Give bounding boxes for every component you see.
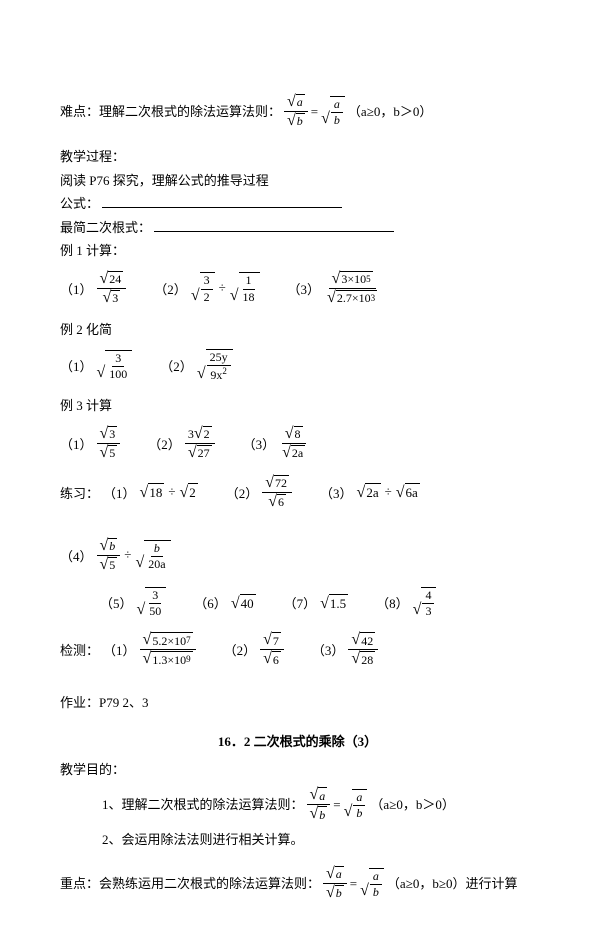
- aim-pt2: 2、会运用除法法则进行相关计算。: [60, 830, 535, 850]
- section-heading: 16．2 二次根式的乘除（3）: [60, 731, 535, 750]
- ex2-label: 例 2 化简: [60, 320, 535, 340]
- practice-p6: （6） √40: [194, 593, 255, 612]
- ex1-label: 例 1 计算：: [60, 241, 535, 261]
- practice-row1: 练习： （1） √18 ÷ √2 （2） √72 √6 （3） √2a ÷ √6…: [60, 475, 535, 573]
- process-title: 教学过程：: [60, 147, 535, 167]
- ex1-p2: （2） √ 32 ÷ √ 118: [154, 272, 259, 303]
- ex3-p3: （3） √8 √2a: [243, 426, 309, 461]
- simple-blank: [154, 218, 394, 232]
- difficulty-line: 难点：理解二次根式的除法运算法则： √a √b = √ a b （a≥0，b＞0…: [60, 94, 432, 129]
- ex2-p1: （1） √ 3100: [60, 350, 132, 381]
- ex1-p1: （1） √24 √3: [60, 271, 126, 306]
- page-content: 难点：理解二次根式的除法运算法则： √a √b = √ a b （a≥0，b＞0…: [0, 0, 595, 945]
- simple-line: 最简二次根式：: [60, 218, 535, 238]
- formula-blank: [102, 194, 342, 208]
- difficulty-label: 难点：理解二次根式的除法运算法则：: [60, 102, 281, 122]
- ex3-p2: （2） 3√2 √27: [148, 426, 214, 461]
- practice-p2: （2） √72 √6: [226, 475, 292, 510]
- focus-line: 重点：会熟练运用二次根式的除法运算法则： √a √b = √ ab （a≥0，b…: [60, 866, 517, 901]
- formula-label: 公式：: [60, 196, 99, 211]
- simple-label: 最简二次根式：: [60, 220, 151, 235]
- ex1-row: （1） √24 √3 （2） √ 32 ÷ √ 118 （3） √3×105 √…: [60, 271, 535, 306]
- rule-rhs: √ a b: [321, 96, 345, 127]
- process-read: 阅读 P76 探究，理解公式的推导过程: [60, 171, 535, 191]
- ex3-label: 例 3 计算: [60, 396, 535, 416]
- practice-row2: （5） √ 350 （6） √40 （7） √1.5 （8） √ 43: [60, 587, 535, 618]
- check-p2: （2） √7 √6: [224, 632, 284, 667]
- hw-line: 作业：P79 2、3: [60, 693, 535, 713]
- practice-p4: （4） √b √5 ÷ √ b20a: [60, 538, 171, 573]
- ex3-row: （1） √3 √5 （2） 3√2 √27 （3） √8 √2a: [60, 426, 535, 461]
- ex2-row: （1） √ 3100 （2） √ 25y9x2: [60, 349, 535, 382]
- check-p1: 检测： （1） √5.2×107 √1.3×109: [60, 632, 196, 667]
- aim-label: 教学目的：: [60, 760, 535, 780]
- practice-label: 练习： （1） √18 ÷ √2: [60, 483, 198, 502]
- check-row: 检测： （1） √5.2×107 √1.3×109 （2） √7 √6 （3） …: [60, 632, 535, 667]
- aim-pt1: 1、理解二次根式的除法运算法则： √a √b = √ ab （a≥0，b＞0）: [60, 787, 455, 822]
- check-p3: （3） √42 √28: [312, 632, 378, 667]
- practice-p7: （7） √1.5: [284, 593, 349, 612]
- ex2-p2: （2） √ 25y9x2: [160, 349, 232, 382]
- eq-sign: =: [311, 102, 318, 122]
- formula-line: 公式：: [60, 194, 535, 214]
- practice-p5: （5） √ 350: [100, 587, 166, 618]
- practice-p3: （3） √2a ÷ √6a: [320, 483, 420, 502]
- ex1-p3: （3） √3×105 √2.7×103: [288, 271, 381, 306]
- rule-cond: （a≥0，b＞0）: [348, 102, 432, 122]
- ex3-p1: （1） √3 √5: [60, 426, 120, 461]
- practice-p8: （8） √ 43: [376, 587, 436, 618]
- rule-lhs: √a √b: [284, 94, 308, 129]
